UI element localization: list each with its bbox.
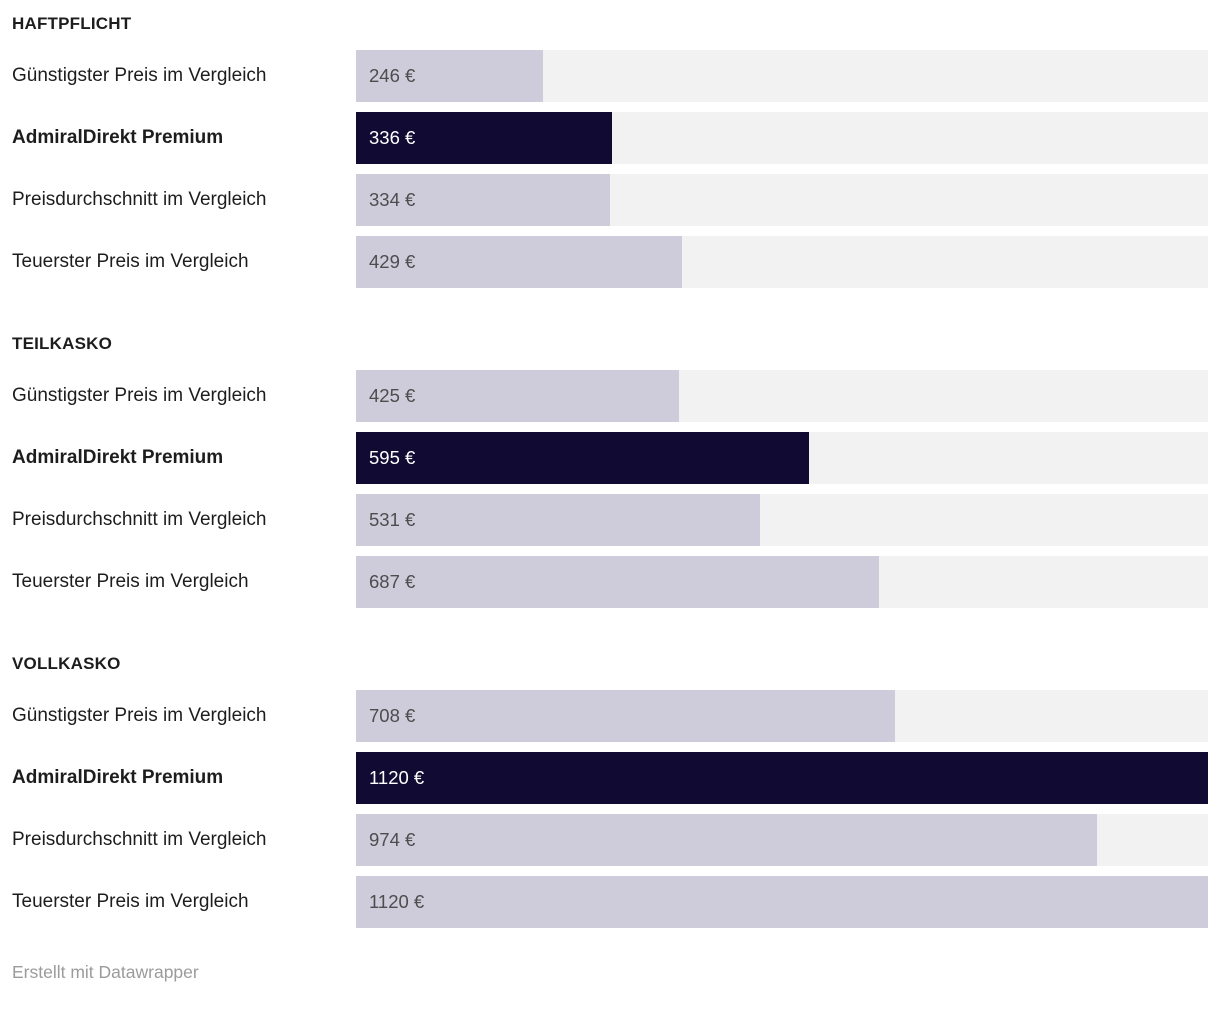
bar-track: 425 €: [356, 370, 1208, 422]
bar-value-label: 334 €: [369, 189, 416, 210]
bar-track: 687 €: [356, 556, 1208, 608]
bar-track: 531 €: [356, 494, 1208, 546]
bar-value-label: 687 €: [369, 571, 416, 592]
chart-row: Günstigster Preis im Vergleich 246 €: [12, 50, 1208, 102]
chart-row: Teuerster Preis im Vergleich 687 €: [12, 556, 1208, 608]
bar-value-label: 429 €: [369, 251, 416, 272]
chart-row: Günstigster Preis im Vergleich 708 €: [12, 690, 1208, 742]
chart-row: AdmiralDirekt Premium 595 €: [12, 432, 1208, 484]
row-label: Preisdurchschnitt im Vergleich: [12, 829, 267, 851]
row-label: AdmiralDirekt Premium: [12, 447, 224, 469]
bar: 334 €: [356, 174, 611, 226]
row-label: Teuerster Preis im Vergleich: [12, 571, 249, 593]
bar: 974 €: [356, 814, 1097, 866]
row-label: Günstigster Preis im Vergleich: [12, 65, 267, 87]
section-teilkasko: TEILKASKO Günstigster Preis im Vergleich…: [12, 334, 1208, 608]
bar-track: 708 €: [356, 690, 1208, 742]
row-label: Preisdurchschnitt im Vergleich: [12, 189, 267, 211]
bar-track: 246 €: [356, 50, 1208, 102]
bar-value-label: 595 €: [369, 447, 416, 468]
bar-track: 595 €: [356, 432, 1208, 484]
section-title: VOLLKASKO: [12, 654, 121, 673]
bar-value-label: 531 €: [369, 509, 416, 530]
chart-row: AdmiralDirekt Premium 1120 €: [12, 752, 1208, 804]
section-title: TEILKASKO: [12, 334, 113, 353]
datawrapper-attribution-link[interactable]: Erstellt mit Datawrapper: [12, 962, 199, 982]
bar-track: 1120 €: [356, 752, 1208, 804]
row-label: AdmiralDirekt Premium: [12, 127, 224, 149]
row-label: Günstigster Preis im Vergleich: [12, 385, 267, 407]
row-label: Preisdurchschnitt im Vergleich: [12, 509, 267, 531]
section-haftpflicht: HAFTPFLICHT Günstigster Preis im Verglei…: [12, 14, 1208, 288]
chart-row: Günstigster Preis im Vergleich 425 €: [12, 370, 1208, 422]
bar-track: 429 €: [356, 236, 1208, 288]
row-label: Teuerster Preis im Vergleich: [12, 891, 249, 913]
section-title: HAFTPFLICHT: [12, 14, 132, 33]
bar: 531 €: [356, 494, 760, 546]
chart-row: Preisdurchschnitt im Vergleich 334 €: [12, 174, 1208, 226]
chart-row: Preisdurchschnitt im Vergleich 531 €: [12, 494, 1208, 546]
bar-value-label: 1120 €: [369, 767, 425, 788]
row-label: AdmiralDirekt Premium: [12, 767, 224, 789]
bar: 429 €: [356, 236, 683, 288]
bar-value-label: 1120 €: [369, 891, 425, 912]
bar: 708 €: [356, 690, 895, 742]
row-label: Günstigster Preis im Vergleich: [12, 705, 267, 727]
bar-highlighted: 595 €: [356, 432, 809, 484]
bar-value-label: 974 €: [369, 829, 416, 850]
bar-value-label: 425 €: [369, 385, 416, 406]
bar-track: 334 €: [356, 174, 1208, 226]
bar: 1120 €: [356, 876, 1208, 928]
bar: 425 €: [356, 370, 680, 422]
price-comparison-chart: HAFTPFLICHT Günstigster Preis im Verglei…: [12, 14, 1208, 928]
bar-highlighted: 1120 €: [356, 752, 1208, 804]
row-label: Teuerster Preis im Vergleich: [12, 251, 249, 273]
bar-value-label: 708 €: [369, 705, 416, 726]
chart-row: Teuerster Preis im Vergleich 1120 €: [12, 876, 1208, 928]
section-vollkasko: VOLLKASKO Günstigster Preis im Vergleich…: [12, 654, 1208, 928]
bar-track: 336 €: [356, 112, 1208, 164]
bar-highlighted: 336 €: [356, 112, 612, 164]
chart-row: Teuerster Preis im Vergleich 429 €: [12, 236, 1208, 288]
bar-value-label: 246 €: [369, 65, 416, 86]
bar: 246 €: [356, 50, 544, 102]
bar: 687 €: [356, 556, 879, 608]
chart-row: AdmiralDirekt Premium 336 €: [12, 112, 1208, 164]
bar-track: 974 €: [356, 814, 1208, 866]
bar-value-label: 336 €: [369, 127, 416, 148]
chart-row: Preisdurchschnitt im Vergleich 974 €: [12, 814, 1208, 866]
bar-track: 1120 €: [356, 876, 1208, 928]
